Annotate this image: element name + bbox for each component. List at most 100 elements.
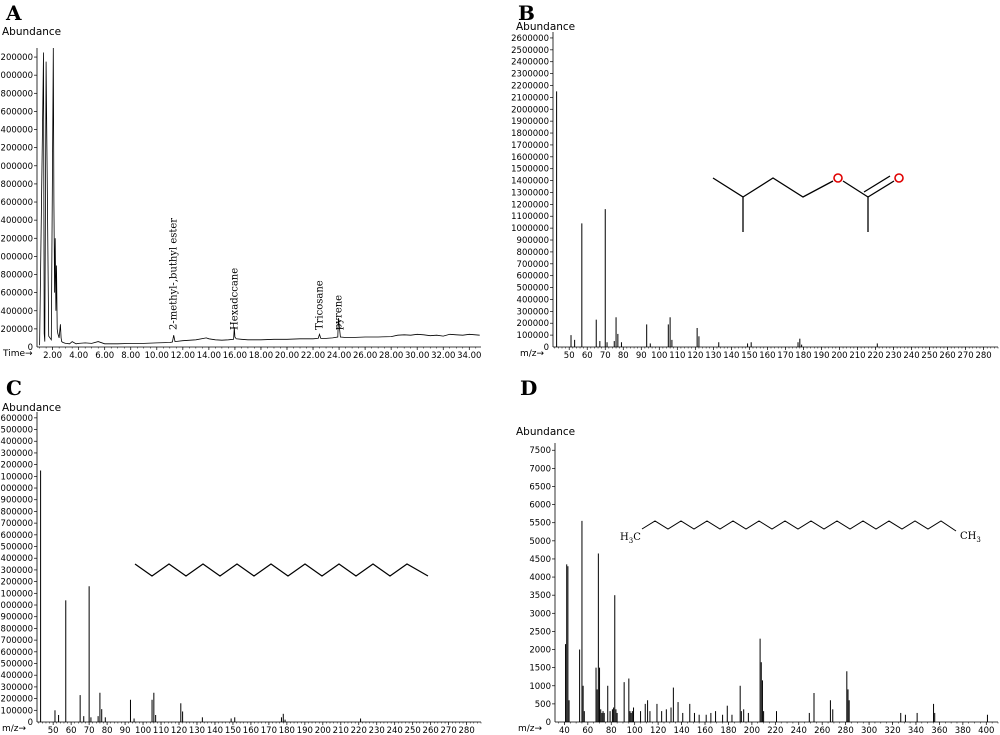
x-tick-label: 50 (564, 351, 575, 361)
x-tick-label: 230 (369, 726, 385, 735)
panel-a-chromatogram: A Abundance Time→ 200000 400000 600000 8000… (0, 1, 481, 361)
molecule-structure-alkane-chain (134, 563, 429, 577)
bond-chain (742, 177, 834, 198)
y-tick-label: 1900000 (0, 496, 33, 506)
y-tick-label: 2200000 (0, 461, 33, 471)
x-tick-label: 12.00 (171, 351, 195, 361)
bond-carbonyl-double (863, 175, 891, 193)
y-tick-label: 300000 (1, 683, 33, 693)
spectrum-bars-d (565, 520, 988, 722)
y-tick-label: 1500 (529, 664, 551, 674)
x-tick-label: 130 (705, 351, 721, 361)
bond-ester (842, 180, 869, 198)
y-tick-label: 1800000 (0, 180, 33, 190)
x-tick-label: 22.00 (301, 351, 325, 361)
x-tick-label: 190 (297, 726, 313, 735)
y-tick-label: 1600000 (511, 153, 549, 163)
x-tick-label: 200 (831, 351, 847, 361)
y-tick-label: 6000 (529, 501, 551, 511)
x-tick-label: 220 (767, 726, 783, 735)
x-tick-label: 60 (582, 351, 593, 361)
y-tick-label: 100000 (517, 331, 549, 341)
y-tick-label: 3000 (529, 609, 551, 619)
y-tick-label: 2300000 (511, 70, 549, 80)
y-tick-label: 1700000 (511, 141, 549, 151)
x-tick-label: 130 (189, 726, 205, 735)
y-tick-label: 0 (28, 718, 33, 728)
y-tick-label: 300000 (517, 307, 549, 317)
y-tick-label: 500000 (1, 660, 33, 670)
methyl-group-left: H3C (620, 532, 641, 545)
y-tick-label: 1000000 (0, 252, 33, 262)
y-axis-label-d: Abundance (516, 426, 575, 438)
y-tick-label: 1400000 (511, 177, 549, 187)
x-tick-label: 60 (582, 726, 593, 735)
x-axis-label-c: m/z→ (2, 724, 27, 734)
x-tick-label: 80 (618, 351, 629, 361)
x-tick-label: 320 (884, 726, 900, 735)
y-tick-label: 2200000 (0, 144, 33, 154)
x-ticks-b: 50 60 70 80 90 100 110 120 130 140 150 160 170 180 190… (554, 347, 999, 361)
x-tick-label: 30.00 (405, 351, 429, 361)
x-tick-label: 80 (102, 726, 113, 735)
peak-annotation: Hexadccane (229, 268, 240, 330)
y-tick-label: 900000 (517, 236, 549, 246)
y-tick-label: 2500000 (511, 46, 549, 56)
y-tick-label: 500 (535, 700, 551, 710)
y-tick-label: 7500 (529, 446, 551, 456)
y-tick-label: 1100000 (0, 589, 33, 599)
methyl-group-right: CH3 (960, 531, 981, 544)
y-tick-label: 700000 (1, 636, 33, 646)
x-tick-label: 200 (315, 726, 331, 735)
y-tick-label: 600000 (1, 648, 33, 658)
x-tick-label: 10.00 (145, 351, 169, 361)
x-tick-label: 26.00 (353, 351, 377, 361)
y-tick-label: 1200000 (0, 234, 33, 244)
x-tick-label: 400 (978, 726, 994, 735)
panel-label-a: A (5, 1, 22, 25)
x-tick-label: 14.00 (197, 351, 221, 361)
y-tick-label: 2400000 (0, 126, 33, 136)
x-ticks-d: 40 60 80 100 120 140 160 180 200 220 240 260 280 300 3… (558, 722, 999, 735)
y-axis-label-a: Abundance (2, 26, 61, 38)
y-tick-label: 400000 (1, 307, 33, 317)
x-tick-label: 16.00 (223, 351, 247, 361)
y-tick-label: 3000000 (0, 71, 33, 81)
peak-annotations-a: 2-methyl-,buthyl ester Hexadccane Tricosan… (169, 218, 345, 330)
y-tick-label: 800000 (1, 271, 33, 281)
x-tick-label: 110 (153, 726, 169, 735)
x-tick-label: 220 (351, 726, 367, 735)
y-tick-label: 1300000 (511, 188, 549, 198)
x-tick-label: 360 (931, 726, 947, 735)
y-tick-label: 1000000 (511, 224, 549, 234)
x-tick-label: 140 (723, 351, 739, 361)
y-tick-label: 3500 (529, 591, 551, 601)
y-tick-label: 2000 (529, 646, 551, 656)
x-tick-label: 180 (720, 726, 736, 735)
x-tick-label: 160 (243, 726, 259, 735)
x-axis-label-a: Time→ (2, 349, 33, 359)
x-tick-label: 8.00 (121, 351, 140, 361)
y-tick-label: 600000 (1, 289, 33, 299)
y-tick-label: 1900000 (511, 117, 549, 127)
y-tick-label: 1600000 (0, 198, 33, 208)
panel-label-c: C (6, 376, 22, 400)
y-tick-label: 200000 (1, 695, 33, 705)
x-tick-label: 80 (606, 726, 617, 735)
alkane-backbone (641, 520, 957, 532)
y-tick-label: 1500000 (511, 165, 549, 175)
y-tick-label: 2100000 (0, 472, 33, 482)
x-tick-label: 230 (885, 351, 901, 361)
y-tick-label: 800000 (1, 624, 33, 634)
x-ticks-c: 50 60 70 80 90 100 110 120 130 140 150 160 170 180 190… (38, 722, 482, 735)
oxygen-atom-ester (833, 173, 843, 183)
y-tick-label: 1400000 (0, 216, 33, 226)
y-tick-label: 1800000 (0, 507, 33, 517)
y-tick-label: 2500000 (0, 426, 33, 436)
y-tick-label: 2100000 (511, 93, 549, 103)
y-tick-label: 2400000 (511, 58, 549, 68)
peak-annotation: Tricosane (315, 280, 326, 330)
x-tick-label: 120 (650, 726, 666, 735)
